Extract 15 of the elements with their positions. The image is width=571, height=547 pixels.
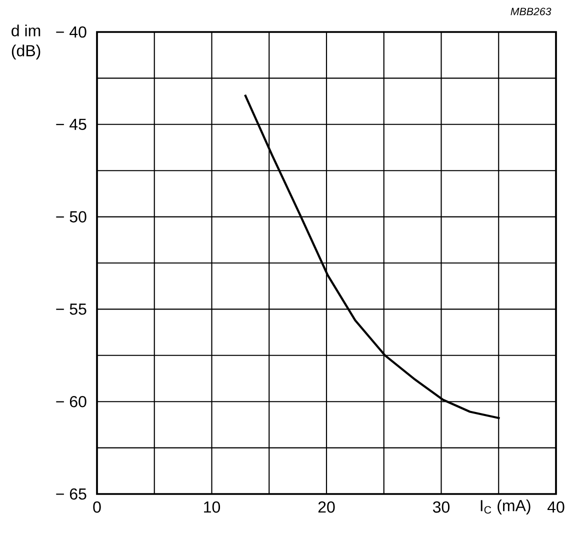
text: MBB263 xyxy=(510,8,552,16)
y-tick-label: − 60 xyxy=(56,396,86,408)
y-axis-title: d im (dB) xyxy=(12,24,40,60)
y-tick-label: − 45 xyxy=(56,118,86,130)
x-tick-label: 0 xyxy=(93,501,101,513)
y-tick-label: − 40 xyxy=(56,26,86,38)
x-tick-label: 40 xyxy=(547,501,564,513)
x-tick-label: 30 xyxy=(432,501,450,513)
line-series xyxy=(244,94,501,420)
x-tick-label: 10 xyxy=(204,501,220,513)
y-tick-label: − 65 xyxy=(56,488,86,500)
x-tick-label: 20 xyxy=(318,501,335,513)
x-axis-title: I$_{C}$ (mA) xyxy=(480,500,530,514)
y-tick-label: − 50 xyxy=(56,211,86,222)
y-tick-label: − 55 xyxy=(56,304,86,315)
